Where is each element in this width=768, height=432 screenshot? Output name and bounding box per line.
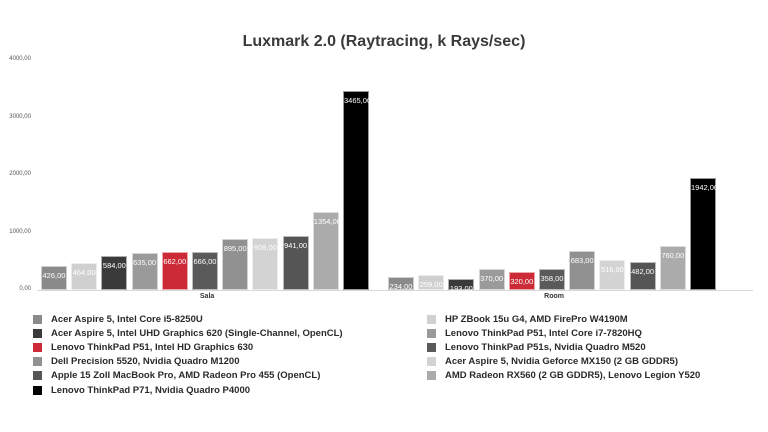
bar: 1942,00 (690, 178, 719, 290)
bar: 234,00 (388, 276, 414, 291)
bar: 482,00 (629, 262, 656, 290)
bar: 584,00 (101, 256, 128, 290)
legend-label: Acer Aspire 5, Nvidia Geforce MX150 (2 G… (445, 356, 679, 368)
bar-value-label: 584,00 (102, 261, 126, 271)
legend-label: HP ZBook 15u G4, AMD FirePro W4190M (445, 313, 628, 325)
bar-value-label: 635,00 (133, 258, 157, 268)
legend-item: AMD Radeon RX560 (2 GB GDDR5), Lenovo Le… (427, 369, 700, 383)
bar-value-label: 941,00 (284, 240, 308, 250)
legend-item: Acer Aspire 5, Intel Core i5-8250U (33, 312, 203, 326)
bar: 516,00 (599, 260, 626, 290)
legend-item: Dell Precision 5520, Nvidia Quadro M1200 (33, 355, 240, 369)
bar-value-label: 320,00 (510, 276, 534, 286)
bar: 683,00 (569, 250, 596, 290)
legend-swatch-icon (33, 371, 42, 381)
legend-swatch-icon (427, 342, 436, 352)
legend-swatch-icon (427, 357, 436, 367)
legend-label: Lenovo ThinkPad P51, Intel HD Graphics 6… (51, 341, 254, 353)
legend-swatch-icon (33, 342, 42, 352)
category-label: Room (544, 293, 565, 300)
x-axis-line (37, 290, 753, 291)
bar: 464,00 (71, 263, 98, 290)
y-tick-label: 3000,00 (9, 113, 31, 120)
y-tick-label: 4000,00 (9, 56, 31, 62)
legend-label: Acer Aspire 5, Intel Core i5-8250U (51, 313, 203, 325)
legend-swatch-icon (33, 357, 42, 367)
bar-value-label: 234,00 (389, 281, 413, 291)
bar-value-label: 662,00 (163, 256, 187, 266)
legend-item: Lenovo ThinkPad P51s, Nvidia Quadro M520 (427, 340, 646, 354)
legend-swatch-icon (427, 371, 436, 381)
bar: 193,00 (448, 278, 475, 293)
bar-value-label: 683,00 (570, 255, 594, 265)
y-tick-label: 1000,00 (9, 228, 31, 235)
legend-item: Lenovo ThinkPad P51, Intel HD Graphics 6… (33, 340, 253, 354)
bar: 370,00 (478, 268, 505, 290)
legend-label: Dell Precision 5520, Nvidia Quadro M1200 (51, 356, 240, 368)
bar-value-label: 666,00 (193, 256, 217, 266)
bar: 895,00 (222, 238, 249, 290)
bar-value-label: 1354,00 (313, 217, 341, 227)
bar: 259,00 (418, 275, 445, 290)
legend-label: Lenovo ThinkPad P51s, Nvidia Quadro M520 (445, 341, 646, 353)
bar-value-label: 3465,00 (344, 95, 372, 105)
bar: 908,00 (252, 237, 279, 290)
y-tick-label: 2000,00 (9, 171, 31, 177)
bar: 662,00 (161, 251, 188, 290)
y-tick-label: 0,00 (19, 286, 31, 292)
bar-value-label: 1942,00 (691, 183, 719, 193)
legend-item: Lenovo ThinkPad P51, Intel Core i7-7820H… (427, 326, 642, 340)
legend-label: Lenovo ThinkPad P51, Intel Core i7-7820H… (445, 327, 642, 339)
bar-value-label: 193,00 (449, 283, 473, 293)
bar: 320,00 (508, 271, 535, 290)
legend-label: Apple 15 Zoll MacBook Pro, AMD Radeon Pr… (51, 370, 321, 382)
bar: 666,00 (192, 251, 218, 290)
bar-value-label: 259,00 (419, 280, 443, 290)
legend-swatch-icon (427, 328, 436, 338)
bar-value-label: 358,00 (540, 274, 564, 284)
bar-value-label: 370,00 (480, 273, 504, 283)
bar: 358,00 (539, 269, 565, 290)
bar-value-label: 464,00 (72, 268, 96, 278)
legend-label: AMD Radeon RX560 (2 GB GDDR5), Lenovo Le… (445, 370, 701, 382)
legend-item: HP ZBook 15u G4, AMD FirePro W4190M (427, 312, 628, 326)
bar: 426,00 (41, 265, 67, 290)
bar-value-label: 760,00 (661, 251, 685, 261)
chart-title: Luxmark 2.0 (Raytracing, k Rays/sec) (242, 33, 526, 50)
bar-value-label: 516,00 (600, 265, 624, 275)
bar: 941,00 (282, 235, 309, 290)
category-label: Sala (199, 293, 215, 300)
legend-item: Lenovo ThinkPad P71, Nvidia Quadro P4000 (33, 383, 250, 397)
legend-swatch-icon (33, 328, 42, 338)
bar: 1354,00 (312, 212, 341, 290)
bar: 635,00 (131, 253, 158, 290)
bar: 760,00 (659, 246, 686, 290)
legend-swatch-icon (427, 314, 436, 324)
bar-value-label: 426,00 (42, 270, 66, 280)
legend-swatch-icon (33, 385, 42, 395)
bar-value-label: 895,00 (223, 243, 247, 253)
legend-label: Lenovo ThinkPad P71, Nvidia Quadro P4000 (51, 384, 251, 396)
legend-item: Acer Aspire 5, Nvidia Geforce MX150 (2 G… (427, 355, 678, 369)
bar-value-label: 482,00 (631, 267, 655, 277)
bar-value-label: 908,00 (253, 242, 277, 252)
legend-label: Acer Aspire 5, Intel UHD Graphics 620 (S… (51, 327, 343, 339)
legend-item: Apple 15 Zoll MacBook Pro, AMD Radeon Pr… (33, 369, 320, 383)
legend-swatch-icon (33, 314, 42, 324)
legend-item: Acer Aspire 5, Intel UHD Graphics 620 (S… (33, 326, 343, 340)
bar: 3465,00 (343, 90, 372, 290)
